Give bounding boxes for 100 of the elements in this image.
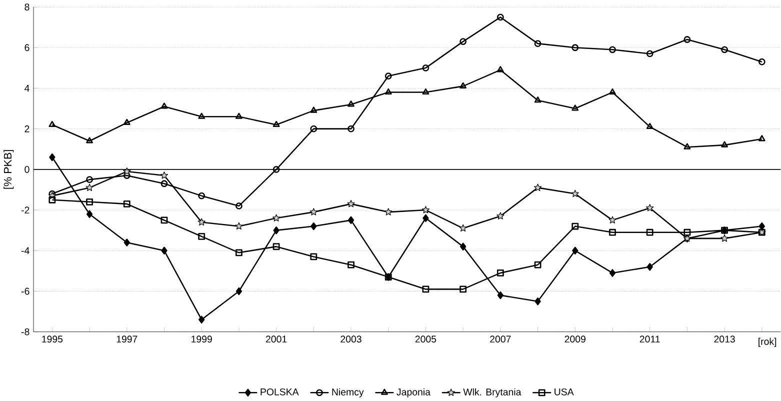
point xyxy=(609,268,616,277)
point xyxy=(198,112,206,119)
point xyxy=(572,246,578,254)
point xyxy=(459,224,467,232)
point xyxy=(460,38,467,45)
point xyxy=(123,167,131,175)
point xyxy=(124,238,130,246)
point xyxy=(646,262,653,271)
point xyxy=(721,46,728,53)
point xyxy=(609,46,616,53)
x-tick-label: 2013 xyxy=(714,335,735,342)
point xyxy=(646,228,654,236)
x-tick-label: 1995 xyxy=(42,335,63,342)
point xyxy=(720,234,728,242)
point xyxy=(684,36,691,43)
point xyxy=(572,222,579,230)
point xyxy=(348,216,354,224)
y-tick-label: 0 xyxy=(24,166,30,173)
x-tick-label: 2003 xyxy=(340,335,362,342)
point xyxy=(646,50,654,58)
point xyxy=(123,118,130,125)
point xyxy=(198,192,206,200)
point xyxy=(123,200,130,208)
point xyxy=(534,261,542,268)
y-tick-label: -8 xyxy=(22,328,30,336)
legend-label: Japonia xyxy=(396,388,430,398)
point xyxy=(572,44,579,51)
point xyxy=(571,190,579,197)
point xyxy=(609,228,616,236)
point xyxy=(422,286,430,293)
legend-label: POLSKA xyxy=(260,388,299,396)
point xyxy=(572,104,579,111)
point xyxy=(422,214,429,222)
point xyxy=(646,204,654,212)
y-tick-label: -2 xyxy=(22,206,30,214)
point xyxy=(86,136,93,144)
x-tick-label: 2011 xyxy=(640,335,660,342)
x-tick-label: 2001 xyxy=(266,335,287,342)
point xyxy=(646,122,654,129)
point xyxy=(684,143,691,150)
point xyxy=(160,216,168,224)
point xyxy=(272,166,280,173)
point xyxy=(86,176,93,183)
point xyxy=(49,153,56,161)
point xyxy=(86,210,93,218)
point xyxy=(161,246,168,254)
point xyxy=(384,208,392,216)
x-tick-label: 1997 xyxy=(116,335,138,342)
point xyxy=(310,125,318,132)
point xyxy=(348,100,354,107)
x-axis-title: [rok] xyxy=(758,338,776,347)
y-tick-label: 4 xyxy=(24,84,30,92)
point xyxy=(273,226,280,234)
point xyxy=(272,214,280,222)
legend-label: Niemcy xyxy=(332,388,364,398)
point xyxy=(534,96,542,103)
point xyxy=(422,206,430,214)
point xyxy=(86,198,93,206)
y-tick-label: 2 xyxy=(24,125,30,132)
point xyxy=(310,253,318,260)
x-tick-label: 2005 xyxy=(415,335,436,342)
point xyxy=(160,180,168,187)
y-axis-title: [% PKB] xyxy=(4,150,14,189)
point xyxy=(609,88,616,94)
point xyxy=(235,249,242,256)
point xyxy=(384,88,392,94)
point xyxy=(235,202,242,210)
point xyxy=(198,316,205,324)
point xyxy=(347,200,355,208)
point xyxy=(310,106,318,113)
point xyxy=(460,286,467,293)
point xyxy=(198,218,206,226)
point xyxy=(608,216,616,224)
point xyxy=(160,102,168,109)
y-tick-label: 6 xyxy=(24,44,30,51)
point xyxy=(310,222,317,230)
y-tick-label: 8 xyxy=(24,3,30,10)
point xyxy=(272,242,280,250)
point xyxy=(497,291,504,300)
point xyxy=(534,184,542,191)
point xyxy=(460,82,467,88)
point xyxy=(534,40,542,47)
point xyxy=(235,222,243,230)
point xyxy=(86,184,94,191)
point xyxy=(721,141,728,148)
point xyxy=(310,208,318,216)
point xyxy=(235,112,242,119)
point xyxy=(496,14,504,20)
point xyxy=(534,297,541,306)
point xyxy=(384,72,392,80)
point xyxy=(198,232,206,240)
point xyxy=(160,171,168,179)
point xyxy=(496,66,504,72)
point xyxy=(460,242,466,250)
point xyxy=(236,287,242,295)
point xyxy=(496,212,504,220)
point xyxy=(684,228,691,236)
point xyxy=(348,261,354,268)
y-tick-label: -4 xyxy=(22,247,30,254)
point xyxy=(348,125,354,132)
